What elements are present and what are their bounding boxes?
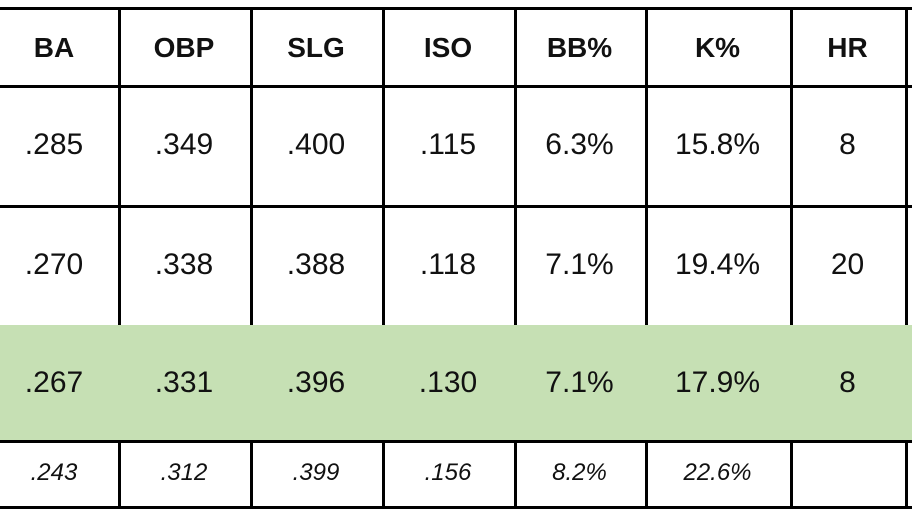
data-cell: .115 (382, 85, 517, 208)
data-cell: 8 (790, 85, 908, 208)
header-cell: OBP (118, 7, 253, 88)
data-cell: .267 (0, 325, 121, 443)
data-cell: 8.2% (514, 440, 648, 509)
data-cell: 6.3% (514, 85, 648, 208)
data-cell: .349 (118, 85, 253, 208)
data-cell: 20 (790, 205, 908, 328)
data-cell: 22.6% (645, 440, 793, 509)
data-cell: 7.1% (514, 205, 648, 328)
data-cell: .388 (250, 205, 385, 328)
data-cell: .399 (250, 440, 385, 509)
empty-cell (790, 440, 908, 509)
data-cell: 7.1% (514, 325, 648, 443)
empty-cell (905, 325, 912, 443)
header-cell: K% (645, 7, 793, 88)
data-cell: 19.4% (645, 205, 793, 328)
data-cell: .118 (382, 205, 517, 328)
header-cell: HR (790, 7, 908, 88)
data-cell: 15.8% (645, 85, 793, 208)
data-cell: .331 (118, 325, 253, 443)
empty-cell (905, 7, 912, 88)
data-cell: .396 (250, 325, 385, 443)
header-cell: BA (0, 7, 121, 88)
data-cell: .285 (0, 85, 121, 208)
data-cell: .312 (118, 440, 253, 509)
header-cell: SLG (250, 7, 385, 88)
data-cell: .243 (0, 440, 121, 509)
data-cell: .400 (250, 85, 385, 208)
empty-cell (905, 85, 912, 208)
data-cell: 8 (790, 325, 908, 443)
data-cell: .156 (382, 440, 517, 509)
data-cell: 17.9% (645, 325, 793, 443)
data-cell: .130 (382, 325, 517, 443)
data-cell: .338 (118, 205, 253, 328)
empty-cell (905, 205, 912, 328)
empty-cell (905, 440, 912, 509)
header-cell: BB% (514, 7, 648, 88)
data-cell: .270 (0, 205, 121, 328)
header-cell: ISO (382, 7, 517, 88)
